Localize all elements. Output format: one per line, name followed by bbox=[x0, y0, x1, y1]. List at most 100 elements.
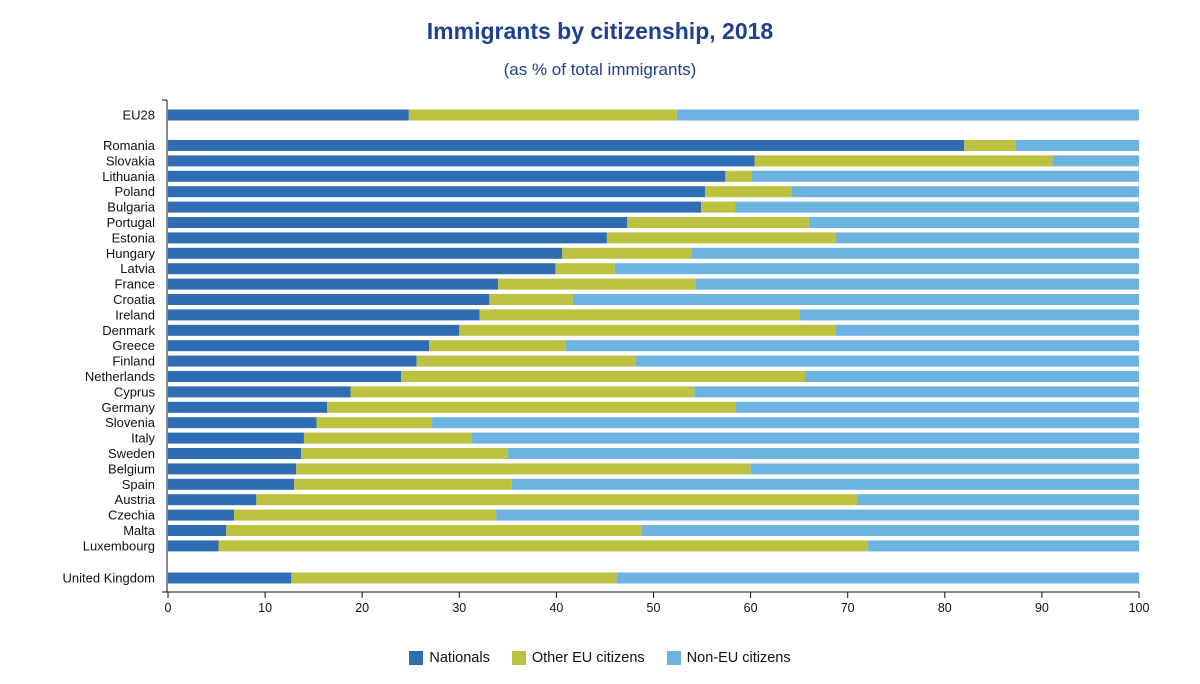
category-label-austria: Austria bbox=[115, 492, 156, 507]
category-label-hungary: Hungary bbox=[106, 246, 156, 261]
category-label-luxembourg: Luxembourg bbox=[83, 538, 155, 553]
bar-spain-other-eu-citizens bbox=[294, 478, 512, 490]
x-tick-label: 30 bbox=[452, 601, 466, 615]
category-label-malta: Malta bbox=[123, 523, 156, 538]
bar-estonia-non-eu-citizens bbox=[836, 232, 1139, 244]
bar-portugal-non-eu-citizens bbox=[808, 217, 1139, 228]
bar-croatia-nationals bbox=[168, 294, 490, 305]
bar-hungary-non-eu-citizens bbox=[691, 247, 1139, 259]
bar-slovakia-non-eu-citizens bbox=[1052, 155, 1139, 167]
bar-ireland-nationals bbox=[168, 309, 480, 321]
bar-italy-non-eu-citizens bbox=[471, 432, 1140, 444]
bar-latvia-nationals bbox=[168, 263, 556, 275]
bar-hungary-nationals bbox=[168, 247, 563, 259]
bar-greece-non-eu-citizens bbox=[566, 340, 1139, 352]
bar-united-kingdom-nationals bbox=[168, 572, 292, 584]
bar-czechia-non-eu-citizens bbox=[496, 509, 1139, 521]
bar-austria-nationals bbox=[168, 494, 257, 506]
bar-hungary-other-eu-citizens bbox=[562, 247, 692, 259]
bar-sweden-nationals bbox=[168, 448, 302, 459]
category-label-finland: Finland bbox=[112, 354, 155, 369]
bar-bulgaria-non-eu-citizens bbox=[735, 201, 1139, 213]
category-label-bulgaria: Bulgaria bbox=[107, 200, 155, 215]
bar-latvia-non-eu-citizens bbox=[614, 263, 1139, 275]
bar-lithuania-non-eu-citizens bbox=[751, 170, 1139, 182]
bar-poland-non-eu-citizens bbox=[791, 186, 1139, 198]
bar-denmark-nationals bbox=[168, 324, 460, 336]
bar-slovenia-other-eu-citizens bbox=[316, 417, 433, 429]
bar-greece-nationals bbox=[168, 340, 430, 352]
x-tick-label: 80 bbox=[938, 601, 952, 615]
legend-item-non-eu-citizens: Non-EU citizens bbox=[666, 650, 791, 666]
bar-latvia-other-eu-citizens bbox=[555, 263, 615, 275]
bar-austria-other-eu-citizens bbox=[256, 494, 858, 506]
bar-united-kingdom-non-eu-citizens bbox=[616, 572, 1139, 584]
bar-cyprus-nationals bbox=[168, 386, 351, 398]
category-label-ireland: Ireland bbox=[115, 307, 155, 322]
x-tick-label: 20 bbox=[355, 601, 369, 615]
category-label-netherlands: Netherlands bbox=[85, 369, 156, 384]
bar-ireland-non-eu-citizens bbox=[799, 309, 1139, 321]
bar-spain-nationals bbox=[168, 478, 295, 490]
legend-label: Non-EU citizens bbox=[686, 650, 791, 666]
bar-italy-other-eu-citizens bbox=[303, 432, 472, 444]
bar-belgium-other-eu-citizens bbox=[296, 463, 751, 475]
bar-belgium-nationals bbox=[168, 463, 297, 475]
category-label-spain: Spain bbox=[122, 477, 155, 492]
bar-united-kingdom-other-eu-citizens bbox=[291, 572, 617, 584]
bar-sweden-other-eu-citizens bbox=[301, 448, 508, 459]
bar-eu28-non-eu-citizens bbox=[676, 109, 1139, 121]
bar-malta-nationals bbox=[168, 525, 227, 536]
bar-austria-non-eu-citizens bbox=[857, 494, 1139, 506]
bar-croatia-other-eu-citizens bbox=[489, 294, 573, 305]
bar-luxembourg-non-eu-citizens bbox=[868, 540, 1139, 552]
category-label-united-kingdom: United Kingdom bbox=[63, 571, 156, 586]
legend-item-nationals: Nationals bbox=[409, 650, 490, 666]
bar-czechia-nationals bbox=[168, 509, 235, 521]
category-label-cyprus: Cyprus bbox=[114, 384, 156, 399]
bar-croatia-non-eu-citizens bbox=[572, 294, 1139, 305]
legend-item-other-eu-citizens: Other EU citizens bbox=[511, 650, 645, 666]
bar-germany-non-eu-citizens bbox=[736, 401, 1139, 413]
bar-denmark-other-eu-citizens bbox=[459, 324, 837, 336]
category-label-croatia: Croatia bbox=[113, 292, 156, 307]
category-label-slovakia: Slovakia bbox=[106, 153, 156, 168]
chart-title: Immigrants by citizenship, 2018 bbox=[426, 18, 774, 44]
bar-lithuania-nationals bbox=[168, 170, 726, 182]
category-label-romania: Romania bbox=[103, 138, 156, 153]
bar-slovenia-nationals bbox=[168, 417, 317, 429]
bar-finland-non-eu-citizens bbox=[636, 355, 1139, 367]
bar-cyprus-other-eu-citizens bbox=[350, 386, 695, 398]
bar-malta-other-eu-citizens bbox=[226, 525, 642, 536]
legend: Nationals Other EU citizens Non-EU citizen… bbox=[0, 650, 1200, 666]
bar-netherlands-other-eu-citizens bbox=[401, 371, 805, 382]
bar-eu28-nationals bbox=[168, 109, 409, 121]
x-tick-label: 90 bbox=[1035, 601, 1049, 615]
category-label-lithuania: Lithuania bbox=[102, 169, 156, 184]
bar-romania-nationals bbox=[168, 140, 965, 151]
bar-france-non-eu-citizens bbox=[695, 278, 1139, 290]
category-label-estonia: Estonia bbox=[112, 230, 156, 245]
category-label-czechia: Czechia bbox=[108, 508, 156, 523]
category-label-eu28: EU28 bbox=[122, 108, 155, 123]
bar-denmark-non-eu-citizens bbox=[836, 324, 1139, 336]
bar-france-other-eu-citizens bbox=[498, 278, 696, 290]
bar-bulgaria-other-eu-citizens bbox=[701, 201, 736, 213]
bar-belgium-non-eu-citizens bbox=[750, 463, 1139, 475]
x-tick-label: 0 bbox=[165, 601, 172, 615]
x-tick-label: 100 bbox=[1129, 601, 1150, 615]
category-label-denmark: Denmark bbox=[102, 323, 155, 338]
bar-netherlands-nationals bbox=[168, 371, 402, 382]
category-label-latvia: Latvia bbox=[120, 261, 155, 276]
bar-lithuania-other-eu-citizens bbox=[725, 170, 752, 182]
legend-swatch-nationals bbox=[409, 651, 424, 665]
x-tick-label: 10 bbox=[258, 601, 272, 615]
bar-slovakia-nationals bbox=[168, 155, 755, 167]
bar-estonia-other-eu-citizens bbox=[606, 232, 837, 244]
bar-bulgaria-nationals bbox=[168, 201, 702, 213]
category-label-belgium: Belgium bbox=[108, 461, 155, 476]
category-label-poland: Poland bbox=[115, 184, 155, 199]
bar-romania-other-eu-citizens bbox=[964, 140, 1016, 151]
bar-estonia-nationals bbox=[168, 232, 607, 244]
